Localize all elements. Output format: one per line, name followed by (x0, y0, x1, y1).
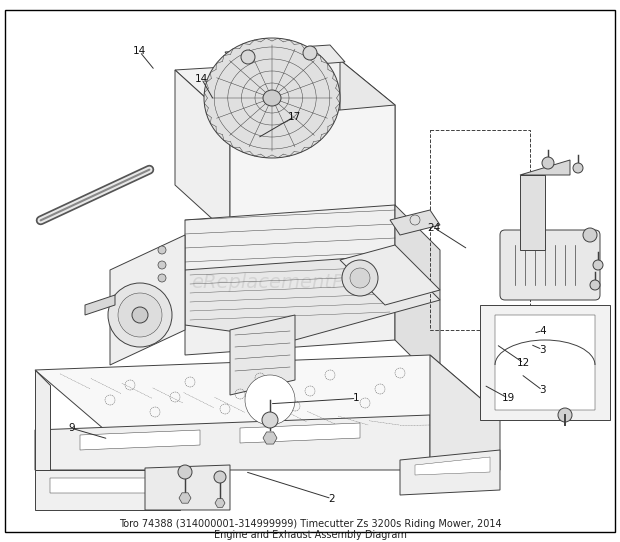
Circle shape (158, 274, 166, 282)
Circle shape (573, 163, 583, 173)
Text: 14: 14 (133, 47, 146, 56)
Polygon shape (85, 295, 115, 315)
Circle shape (108, 283, 172, 347)
Text: 12: 12 (517, 358, 531, 368)
Text: 9: 9 (68, 423, 74, 433)
Polygon shape (230, 315, 295, 395)
Circle shape (590, 280, 600, 290)
Circle shape (262, 412, 278, 428)
Text: 4: 4 (539, 326, 546, 335)
Circle shape (593, 260, 603, 270)
Polygon shape (520, 160, 570, 175)
Text: 2: 2 (329, 494, 335, 504)
Polygon shape (179, 493, 191, 503)
Polygon shape (390, 210, 440, 235)
Polygon shape (495, 315, 595, 410)
Circle shape (132, 307, 148, 323)
Circle shape (583, 228, 597, 242)
Text: Engine and Exhaust Assembly Diagram: Engine and Exhaust Assembly Diagram (213, 530, 407, 540)
Circle shape (342, 260, 378, 296)
Polygon shape (145, 465, 230, 510)
Text: 3: 3 (539, 385, 546, 395)
Polygon shape (520, 175, 545, 250)
Polygon shape (263, 432, 277, 444)
Text: 24: 24 (427, 223, 441, 233)
Polygon shape (50, 478, 150, 493)
Polygon shape (35, 370, 50, 470)
Polygon shape (240, 423, 360, 443)
Circle shape (241, 50, 255, 64)
Polygon shape (480, 305, 610, 420)
Polygon shape (175, 60, 395, 120)
Circle shape (303, 46, 317, 60)
Polygon shape (395, 205, 440, 385)
Polygon shape (225, 45, 345, 70)
Polygon shape (185, 205, 395, 355)
Circle shape (158, 261, 166, 269)
Polygon shape (415, 457, 490, 475)
Circle shape (178, 465, 192, 479)
Circle shape (158, 246, 166, 254)
Polygon shape (215, 499, 225, 507)
Polygon shape (110, 235, 185, 365)
Text: 1: 1 (353, 393, 360, 403)
Circle shape (214, 471, 226, 483)
Text: 19: 19 (502, 393, 515, 403)
Polygon shape (340, 245, 440, 305)
FancyBboxPatch shape (500, 230, 600, 300)
Ellipse shape (263, 90, 281, 106)
Polygon shape (35, 470, 180, 510)
Text: 25: 25 (533, 204, 546, 214)
Text: 3: 3 (539, 345, 546, 354)
Text: Toro 74388 (314000001-314999999) Timecutter Zs 3200s Riding Mower, 2014: Toro 74388 (314000001-314999999) Timecut… (118, 519, 502, 529)
Circle shape (542, 157, 554, 169)
Text: 14: 14 (195, 74, 208, 83)
Polygon shape (80, 430, 200, 450)
Polygon shape (400, 450, 500, 495)
Polygon shape (340, 60, 395, 220)
Polygon shape (230, 105, 395, 235)
Polygon shape (35, 415, 430, 470)
Polygon shape (35, 355, 500, 430)
Polygon shape (430, 355, 500, 470)
Circle shape (245, 375, 295, 425)
Circle shape (558, 408, 572, 422)
Polygon shape (175, 70, 230, 235)
Text: 17: 17 (288, 112, 301, 121)
Polygon shape (185, 255, 440, 340)
Ellipse shape (204, 38, 340, 158)
Text: eReplacementParts.com: eReplacementParts.com (191, 273, 429, 292)
Circle shape (350, 268, 370, 288)
Circle shape (118, 293, 162, 337)
